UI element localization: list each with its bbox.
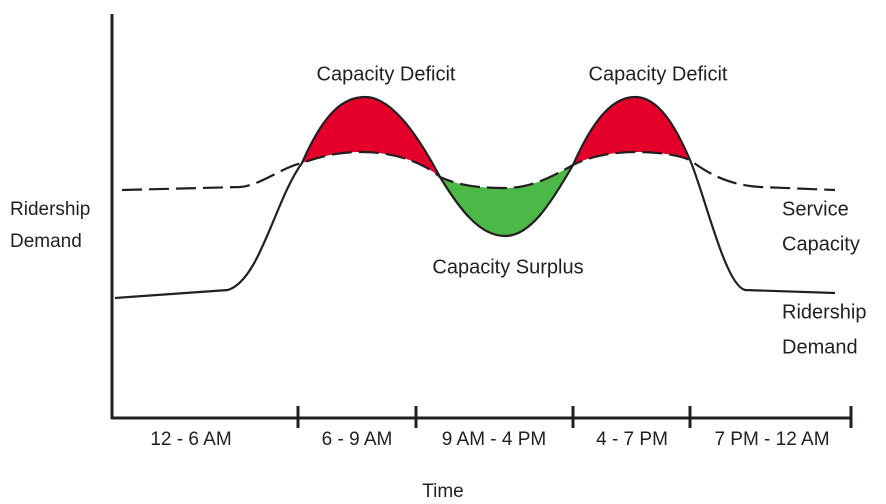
- deficit-area: [573, 97, 690, 165]
- y-axis-label: Ridership: [10, 199, 90, 220]
- x-axis-label: Time: [422, 481, 464, 502]
- curve-label: Capacity: [782, 233, 860, 255]
- annotation: Capacity Surplus: [432, 256, 583, 278]
- capacity-curve: [121, 150, 836, 192]
- surplus-area: [440, 165, 573, 236]
- curve-label: Service: [782, 198, 849, 220]
- period-ticks: [296, 406, 853, 428]
- period-label: 7 PM - 12 AM: [714, 429, 829, 450]
- period-label: 4 - 7 PM: [596, 429, 668, 450]
- period-label: 9 AM - 4 PM: [442, 429, 547, 450]
- curve-label: Demand: [782, 336, 858, 358]
- annotation: Capacity Deficit: [317, 63, 456, 85]
- period-label: 12 - 6 AM: [150, 429, 231, 450]
- curve-label: Ridership: [782, 301, 866, 323]
- demand-curve: [114, 95, 836, 300]
- period-label: 6 - 9 AM: [322, 429, 393, 450]
- deficit-area: [302, 97, 440, 177]
- y-axis-label: Demand: [10, 231, 82, 252]
- annotation: Capacity Deficit: [589, 63, 728, 85]
